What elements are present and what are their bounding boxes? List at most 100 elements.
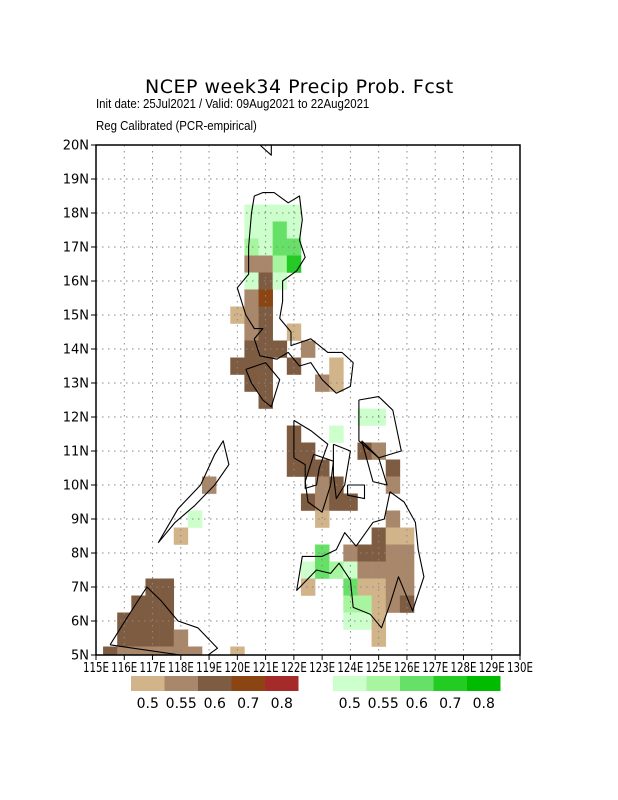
prob-cell — [159, 595, 175, 613]
lat-tick-label: 16N — [63, 275, 89, 290]
lat-tick-label: 5N — [71, 649, 89, 664]
prob-cell — [173, 646, 189, 655]
lon-tick-label: 126E — [394, 661, 420, 676]
prob-cell — [258, 204, 273, 222]
prob-cell — [385, 527, 401, 545]
wet-legend-swatch — [467, 676, 501, 691]
coastline — [109, 586, 219, 655]
prob-cell — [258, 306, 273, 324]
lon-tick-label: 123E — [309, 661, 335, 676]
prob-cell — [131, 646, 146, 655]
prob-cell — [286, 255, 302, 273]
lat-tick-label: 20N — [63, 139, 89, 154]
prob-cell — [117, 646, 132, 655]
coastline — [259, 145, 272, 156]
lat-tick-label: 12N — [63, 411, 89, 426]
prob-cell — [131, 629, 146, 647]
prob-cell — [300, 459, 316, 477]
prob-cell — [357, 595, 372, 613]
coastline — [361, 440, 388, 486]
lat-tick-label: 17N — [63, 241, 89, 256]
prob-cell — [315, 561, 330, 579]
dry-legend-label: 0.55 — [166, 696, 197, 712]
prob-cell — [343, 612, 358, 630]
prob-cell — [385, 544, 401, 562]
lat-tick-label: 8N — [71, 547, 89, 562]
prob-cell — [272, 238, 288, 256]
prob-cell — [244, 357, 259, 375]
coastline — [296, 491, 425, 629]
prob-cell — [272, 221, 288, 239]
map-title: NCEP week34 Precip Prob. Fcst — [145, 76, 454, 98]
lon-tick-label: 117E — [140, 661, 166, 676]
prob-cell — [315, 510, 330, 528]
prob-cell — [385, 510, 401, 528]
prob-cell — [159, 612, 175, 630]
prob-cell — [145, 578, 160, 596]
coastline — [332, 443, 351, 500]
prob-cell — [385, 459, 401, 477]
init-valid-dates: Init date: 25Jul2021 / Valid: 09Aug2021 … — [96, 96, 370, 111]
dry-legend-swatch — [265, 676, 299, 691]
prob-cell — [315, 459, 330, 477]
prob-cell — [329, 357, 344, 375]
dry-legend-swatch — [198, 676, 232, 691]
lon-tick-label: 121E — [253, 661, 279, 676]
prob-cell — [371, 561, 387, 579]
prob-cell — [244, 272, 259, 290]
prob-cell — [357, 408, 372, 426]
prob-cell — [399, 561, 415, 579]
wet-legend-swatch — [400, 676, 434, 691]
prob-cell — [244, 340, 259, 358]
prob-cell — [399, 595, 415, 613]
dry-legend-label: 0.6 — [204, 696, 226, 712]
lat-tick-label: 11N — [63, 445, 89, 460]
prob-cell — [286, 357, 302, 375]
dry-legend-swatch — [164, 676, 198, 691]
lon-tick-label: 124E — [337, 661, 363, 676]
calibration-method: Reg Calibrated (PCR-empirical) — [96, 118, 257, 133]
prob-cell — [329, 425, 344, 443]
lon-tick-label: 129E — [479, 661, 505, 676]
lat-tick-label: 19N — [63, 173, 89, 188]
map-frame — [95, 144, 521, 656]
prob-cell — [159, 578, 175, 596]
lat-tick-label: 18N — [63, 207, 89, 222]
dry-legend-swatch — [231, 676, 265, 691]
lat-tick-label: 6N — [71, 615, 89, 630]
lat-tick-label: 13N — [63, 377, 89, 392]
probability-cells — [103, 204, 415, 655]
lon-tick-label: 125E — [366, 661, 392, 676]
wet-legend-swatch — [333, 676, 367, 691]
prob-cell — [300, 442, 316, 460]
prob-cell — [385, 561, 401, 579]
prob-cell — [286, 459, 302, 477]
prob-cell — [371, 595, 387, 613]
prob-cell — [315, 476, 330, 494]
prob-cell — [258, 289, 273, 307]
lat-tick-label: 9N — [71, 513, 89, 528]
prob-cell — [300, 340, 316, 358]
coastline — [358, 396, 402, 459]
wet-legend-swatch — [433, 676, 467, 691]
prob-cell — [187, 510, 203, 528]
color-legend: 0.5 0.55 0.6 0.7 0.8 0.5 0.55 0.6 0.7 0.8 — [131, 676, 501, 712]
prob-cell — [230, 357, 245, 375]
prob-cell — [315, 374, 330, 392]
prob-cell — [329, 493, 344, 511]
lon-tick-label: 122E — [281, 661, 307, 676]
prob-cell — [244, 238, 259, 256]
wet-legend-label: 0.7 — [439, 696, 461, 712]
dry-legend-swatch — [131, 676, 165, 691]
prob-cell — [202, 476, 217, 494]
prob-cell — [258, 357, 273, 375]
lat-tick-label: 10N — [63, 479, 89, 494]
prob-cell — [399, 578, 415, 596]
prob-cell — [145, 595, 160, 613]
lon-tick-label: 115E — [83, 661, 109, 676]
prob-cell — [244, 221, 259, 239]
prob-cell — [272, 255, 288, 273]
gridlines — [96, 145, 520, 655]
dry-legend-label: 0.5 — [137, 696, 159, 712]
wet-legend-label: 0.55 — [368, 696, 399, 712]
